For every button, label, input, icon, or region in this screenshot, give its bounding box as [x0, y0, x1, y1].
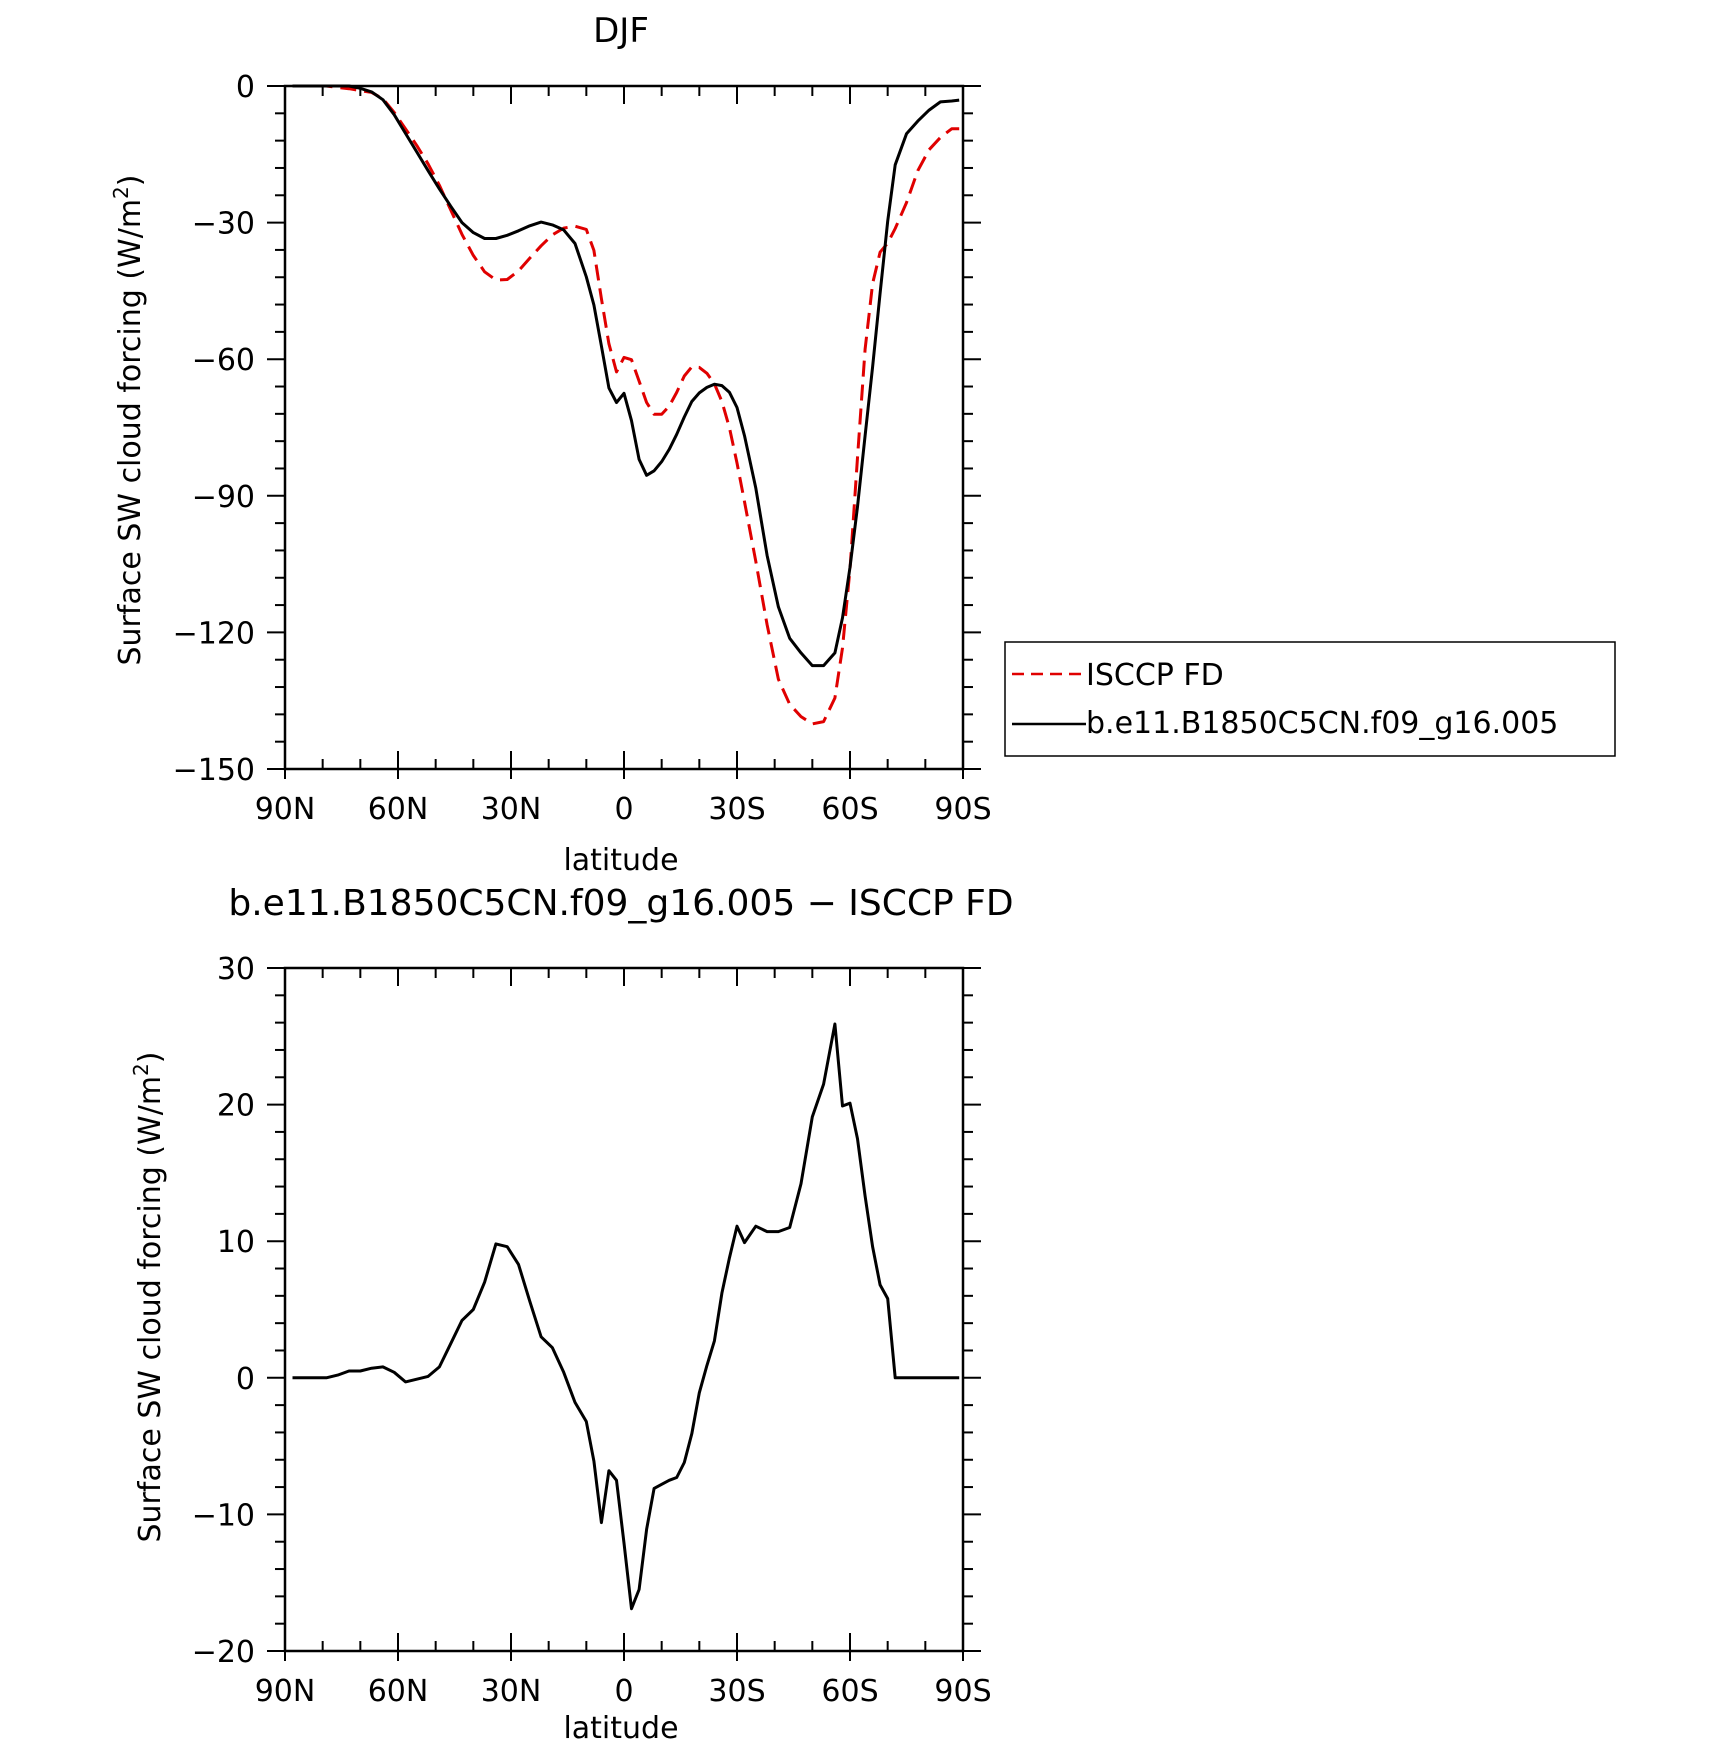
plot-frame-top — [283, 84, 965, 771]
x-tick-label-bottom: 30N — [481, 1674, 542, 1709]
y-tick-label-bottom: 20 — [217, 1089, 255, 1124]
chart-title-bottom: b.e11.B1850C5CN.f09_g16.005 − ISCCP FD — [228, 883, 1013, 924]
series-line-bottom-0 — [292, 1022, 960, 1611]
legend-label-model: b.e11.B1850C5CN.f09_g16.005 — [1086, 706, 1558, 741]
y-axis-label-bottom: Surface SW cloud forcing (W/m2) — [129, 1051, 168, 1542]
legend: ISCCP FD b.e11.B1850C5CN.f09_g16.005 — [1004, 641, 1616, 757]
x-tick-label-bottom: 0 — [614, 1674, 633, 1709]
plot-area-bottom: 90N 60N 30N 0 30S 60S 90S 30 20 10 0 −10 −20 — [192, 952, 992, 1709]
x-axis-label-top: latitude — [563, 843, 678, 878]
legend-label-isccp: ISCCP FD — [1086, 658, 1224, 693]
x-tick-label-top: 90N — [255, 792, 316, 827]
y-tick-label-top: −90 — [192, 480, 255, 515]
chart-bottom: b.e11.B1850C5CN.f09_g16.005 − ISCCP FD 9… — [129, 883, 1014, 1745]
x-tick-label-top: 30N — [481, 792, 542, 827]
y-tick-label-top: 0 — [236, 70, 255, 105]
x-tick-label-bottom: 30S — [708, 1674, 765, 1709]
y-tick-label-top: −30 — [192, 207, 255, 242]
y-tick-label-bottom: −10 — [192, 1498, 255, 1533]
y-tick-label-bottom: −20 — [192, 1635, 255, 1670]
y-tick-label-bottom: 30 — [217, 952, 255, 987]
chart-title-top: DJF — [593, 11, 649, 51]
x-tick-label-top: 30S — [708, 792, 765, 827]
y-tick-label-top: −150 — [173, 753, 255, 788]
x-axis-label-bottom: latitude — [563, 1711, 678, 1745]
y-tick-label-bottom: 10 — [217, 1225, 255, 1260]
y-tick-label-top: −120 — [173, 616, 255, 651]
x-tick-label-bottom: 60N — [368, 1674, 429, 1709]
plot-area-top: 90N 60N 30N 0 30S 60S 90S 0 −30 −60 −90 −120 −150 — [173, 70, 992, 827]
x-tick-label-top: 90S — [934, 792, 991, 827]
y-axis-label-top: Surface SW cloud forcing (W/m2) — [109, 174, 148, 665]
x-tick-label-top: 0 — [614, 792, 633, 827]
series-line-top-0 — [292, 84, 960, 726]
chart-top: DJF 90N 60N 30N 0 30S 60S 90S 0 −30 −60 −90 −120 −15… — [109, 11, 992, 878]
x-tick-label-top: 60N — [368, 792, 429, 827]
x-tick-label-bottom: 90N — [255, 1674, 316, 1709]
series-line-top-1 — [292, 84, 960, 668]
x-tick-label-bottom: 90S — [934, 1674, 991, 1709]
x-tick-label-bottom: 60S — [821, 1674, 878, 1709]
legend-box — [1004, 641, 1616, 757]
y-tick-label-top: −60 — [192, 343, 255, 378]
x-tick-label-top: 60S — [821, 792, 878, 827]
y-tick-label-bottom: 0 — [236, 1362, 255, 1397]
